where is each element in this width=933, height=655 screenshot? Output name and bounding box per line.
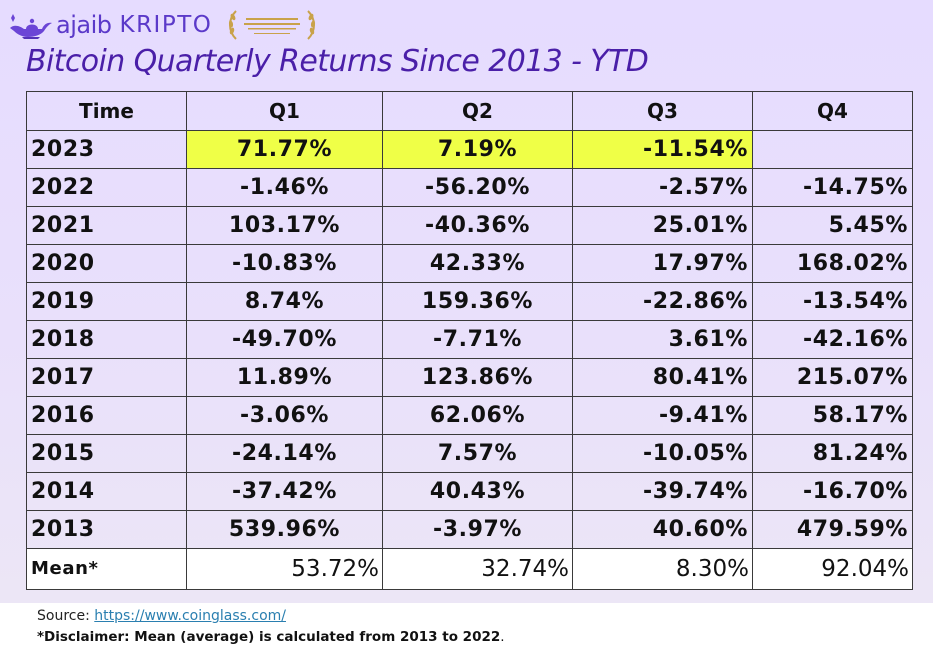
mean-q3: 8.30% — [572, 548, 753, 590]
laurel-award-icon — [229, 10, 316, 40]
row-year: 2022 — [26, 168, 187, 207]
table-row: 2016 -3.06% 62.06% -9.41% 58.17% — [26, 396, 913, 435]
magic-lamp-icon — [10, 14, 52, 39]
mean-q2: 32.74% — [382, 548, 573, 590]
cell-q2: 7.57% — [382, 434, 573, 473]
cell-q3: -2.57% — [572, 168, 753, 207]
cell-q4: -16.70% — [752, 472, 913, 511]
cell-q4: -42.16% — [752, 320, 913, 359]
cell-q2: 7.19% — [382, 130, 573, 169]
cell-q4: 479.59% — [752, 510, 913, 549]
cell-q1: 71.77% — [186, 130, 383, 169]
cell-q3: -9.41% — [572, 396, 753, 435]
cell-q3: 25.01% — [572, 206, 753, 245]
mean-row: Mean* 53.72% 32.74% 8.30% 92.04% — [26, 548, 913, 590]
table-row: 2013 539.96% -3.97% 40.60% 479.59% — [26, 510, 913, 549]
table-row: 2019 8.74% 159.36% -22.86% -13.54% — [26, 282, 913, 321]
source-label: Source: — [37, 608, 95, 624]
column-header-q4: Q4 — [752, 91, 913, 131]
source-link[interactable]: https://www.coinglass.com/ — [94, 608, 286, 624]
row-year: 2013 — [26, 510, 187, 549]
cell-q1: -37.42% — [186, 472, 383, 511]
cell-q2: 42.33% — [382, 244, 573, 283]
table-row: 2017 11.89% 123.86% 80.41% 215.07% — [26, 358, 913, 397]
cell-q1: -10.83% — [186, 244, 383, 283]
row-year: 2020 — [26, 244, 187, 283]
cell-q1: -3.06% — [186, 396, 383, 435]
column-header-time: Time — [26, 91, 187, 131]
disclaimer-text: *Disclaimer: Mean (average) is calculate… — [37, 629, 501, 645]
row-year: 2023 — [26, 130, 187, 169]
cell-q3: 17.97% — [572, 244, 753, 283]
ajaib-kripto-logo: ajaib KRIPTO — [8, 8, 318, 42]
table-row: 2018 -49.70% -7.71% 3.61% -42.16% — [26, 320, 913, 359]
cell-q1: 8.74% — [186, 282, 383, 321]
cell-q3: -39.74% — [572, 472, 753, 511]
disclaimer-line: *Disclaimer: Mean (average) is calculate… — [37, 629, 505, 645]
cell-q2: 159.36% — [382, 282, 573, 321]
cell-q1: 11.89% — [186, 358, 383, 397]
cell-q4 — [752, 130, 913, 169]
brand-prefix: ajaib — [56, 11, 112, 39]
row-year: 2015 — [26, 434, 187, 473]
row-year: 2021 — [26, 206, 187, 245]
brand-suffix: KRIPTO — [119, 12, 213, 38]
cell-q3: 3.61% — [572, 320, 753, 359]
page-title: Bitcoin Quarterly Returns Since 2013 - Y… — [26, 44, 649, 79]
cell-q1: -24.14% — [186, 434, 383, 473]
cell-q2: 62.06% — [382, 396, 573, 435]
cell-q1: 539.96% — [186, 510, 383, 549]
table-row: 2023 71.77% 7.19% -11.54% — [26, 130, 913, 169]
cell-q3: -11.54% — [572, 130, 753, 169]
mean-q1: 53.72% — [186, 548, 383, 590]
cell-q4: -13.54% — [752, 282, 913, 321]
row-year: 2016 — [26, 396, 187, 435]
cell-q1: -49.70% — [186, 320, 383, 359]
source-line: Source: https://www.coinglass.com/ — [37, 608, 286, 624]
cell-q1: -1.46% — [186, 168, 383, 207]
table-row: 2021 103.17% -40.36% 25.01% 5.45% — [26, 206, 913, 245]
column-header-q1: Q1 — [186, 91, 383, 131]
row-year: 2019 — [26, 282, 187, 321]
cell-q4: -14.75% — [752, 168, 913, 207]
cell-q4: 58.17% — [752, 396, 913, 435]
cell-q1: 103.17% — [186, 206, 383, 245]
row-year: 2018 — [26, 320, 187, 359]
cell-q2: 123.86% — [382, 358, 573, 397]
column-header-q3: Q3 — [572, 91, 753, 131]
table-body: 2023 71.77% 7.19% -11.54% 2022 -1.46% -56.20% -… — [26, 130, 913, 549]
table-header-row: Time Q1 Q2 Q3 Q4 — [26, 91, 913, 131]
cell-q2: -3.97% — [382, 510, 573, 549]
cell-q2: 40.43% — [382, 472, 573, 511]
cell-q4: 168.02% — [752, 244, 913, 283]
cell-q4: 5.45% — [752, 206, 913, 245]
returns-table: Time Q1 Q2 Q3 Q4 2023 71.77% 7.19% -11.54% 2… — [26, 91, 913, 590]
table-row: 2014 -37.42% 40.43% -39.74% -16.70% — [26, 472, 913, 511]
cell-q3: -10.05% — [572, 434, 753, 473]
table-row: 2022 -1.46% -56.20% -2.57% -14.75% — [26, 168, 913, 207]
cell-q4: 215.07% — [752, 358, 913, 397]
cell-q3: -22.86% — [572, 282, 753, 321]
row-year: 2014 — [26, 472, 187, 511]
column-header-q2: Q2 — [382, 91, 573, 131]
table-row: 2020 -10.83% 42.33% 17.97% 168.02% — [26, 244, 913, 283]
row-year: 2017 — [26, 358, 187, 397]
mean-label: Mean* — [26, 548, 187, 590]
mean-q4: 92.04% — [752, 548, 913, 590]
cell-q2: -40.36% — [382, 206, 573, 245]
cell-q2: -7.71% — [382, 320, 573, 359]
disclaimer-end: . — [500, 629, 505, 645]
cell-q3: 40.60% — [572, 510, 753, 549]
cell-q2: -56.20% — [382, 168, 573, 207]
table-row: 2015 -24.14% 7.57% -10.05% 81.24% — [26, 434, 913, 473]
cell-q3: 80.41% — [572, 358, 753, 397]
cell-q4: 81.24% — [752, 434, 913, 473]
